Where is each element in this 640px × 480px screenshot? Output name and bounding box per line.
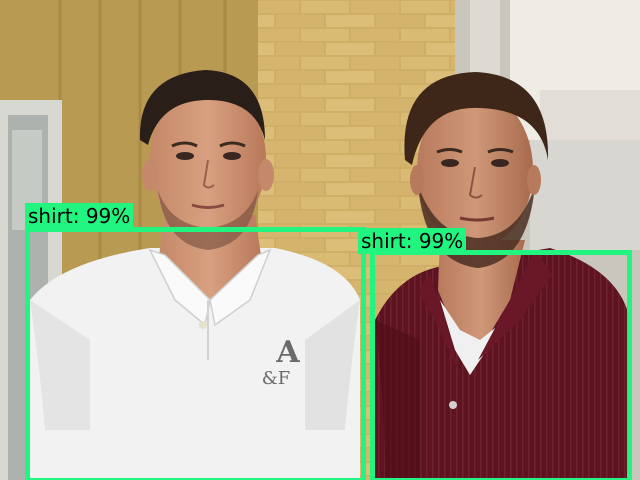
detection-box-shirt-left — [25, 227, 366, 480]
svg-text:A: A — [275, 335, 300, 370]
detection-box-shirt-right — [370, 250, 632, 480]
svg-text:&F: &F — [262, 368, 291, 389]
detection-label-shirt-left: shirt: 99% — [25, 203, 134, 229]
detection-label-shirt-right: shirt: 99% — [358, 228, 467, 254]
